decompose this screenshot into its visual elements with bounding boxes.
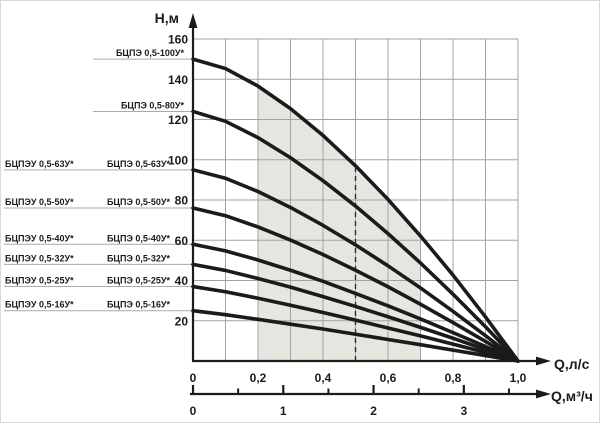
y-axis-tick-label: 40 bbox=[175, 274, 189, 288]
y-axis-arrow bbox=[188, 13, 198, 28]
secondary-axis-tick-label: 2 bbox=[370, 404, 377, 418]
x-axis-primary-unit-label: Q,л/с bbox=[554, 356, 590, 372]
pump-model-label-alt: БЦПЭУ 0,5-16У* bbox=[5, 300, 74, 310]
pump-model-label: БЦПЭ 0,5-16У* bbox=[107, 300, 171, 310]
x-axis-secondary-unit-label: Q,м³/ч bbox=[551, 388, 593, 404]
pump-model-label: БЦПЭ 0,5-80У* bbox=[121, 100, 185, 110]
y-axis-tick-label: 60 bbox=[175, 234, 189, 248]
y-axis-tick-label: 120 bbox=[168, 113, 188, 127]
pump-model-label-alt: БЦПЭУ 0,5-63У* bbox=[5, 159, 74, 169]
x-axis-tick-label: 0,2 bbox=[250, 371, 267, 385]
secondary-axis-arrow bbox=[536, 389, 551, 399]
secondary-axis-tick-label: 0 bbox=[190, 404, 197, 418]
x-axis-tick-label: 0,6 bbox=[380, 371, 397, 385]
pump-curve-8 bbox=[191, 308, 520, 363]
operating-zone-shade bbox=[258, 86, 421, 361]
pump-curve-4 bbox=[191, 206, 520, 363]
pump-model-label: БЦПЭ 0,5-50У* bbox=[107, 197, 171, 207]
pump-model-label: БЦПЭ 0,5-32У* bbox=[107, 253, 171, 263]
secondary-axis-tick-label: 3 bbox=[460, 404, 467, 418]
pump-model-label-alt: БЦПЭУ 0,5-40У* bbox=[5, 233, 74, 243]
pump-model-label: БЦПЭ 0,5-63У* bbox=[107, 159, 171, 169]
secondary-axis-tick-label: 1 bbox=[280, 404, 287, 418]
chart-generated-layer: БЦПЭ 0,5-100У* БЦПЭ 0,5-80У* БЦПЭ 0,5-63У*… bbox=[4, 13, 551, 418]
x-axis-tick-label: 0 bbox=[190, 371, 197, 385]
pump-model-label: БЦПЭ 0,5-100У* bbox=[116, 48, 185, 58]
pump-model-label-alt: БЦПЭУ 0,5-32У* bbox=[5, 253, 74, 263]
x-axis-tick-label: 0,8 bbox=[445, 371, 462, 385]
pump-model-label: БЦПЭ 0,5-25У* bbox=[107, 276, 171, 286]
pump-model-label-alt: БЦПЭУ 0,5-50У* bbox=[5, 197, 74, 207]
y-axis-tick-label: 80 bbox=[175, 194, 189, 208]
x-axis-tick-label: 0,4 bbox=[315, 371, 332, 385]
y-axis-tick-label: 140 bbox=[168, 73, 188, 87]
pump-curve-3 bbox=[191, 168, 520, 363]
pump-curve-7 bbox=[191, 284, 520, 363]
y-axis-unit-label: H,м bbox=[155, 10, 179, 26]
x-axis-tick-label: 1,0 bbox=[510, 371, 527, 385]
x-axis-arrow bbox=[536, 356, 551, 366]
y-axis-tick-label: 160 bbox=[168, 33, 188, 47]
pump-curve-5 bbox=[191, 242, 520, 363]
pump-curve-2 bbox=[191, 109, 520, 363]
pump-model-label-alt: БЦПЭУ 0,5-25У* bbox=[5, 276, 74, 286]
pump-model-label: БЦПЭ 0,5-40У* bbox=[107, 233, 171, 243]
y-axis-tick-label: 20 bbox=[175, 314, 189, 328]
y-axis-tick-label: 100 bbox=[168, 153, 188, 167]
pump-curve-6 bbox=[191, 262, 520, 363]
pump-curve-1 bbox=[191, 57, 520, 363]
